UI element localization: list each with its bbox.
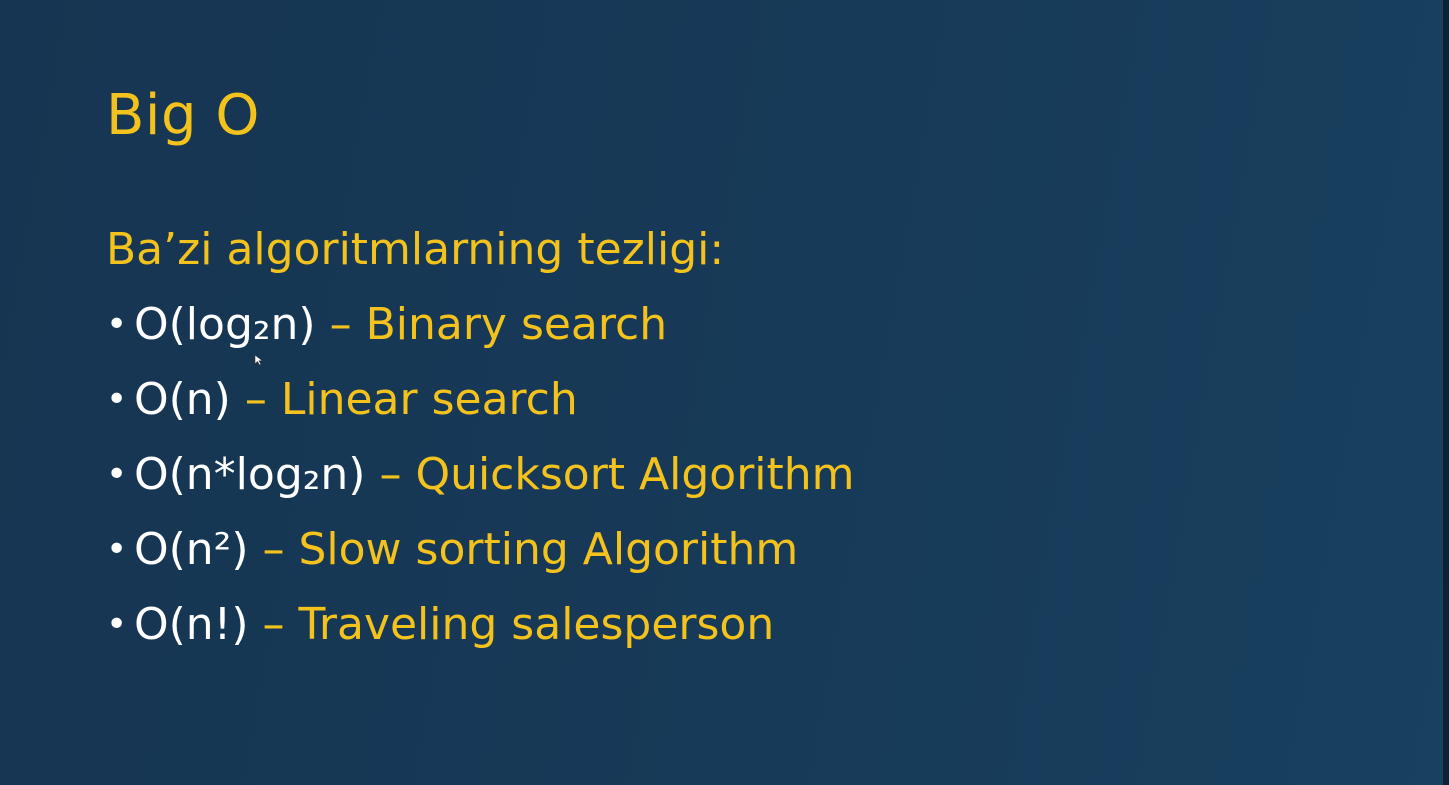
algorithm-name: Linear search — [280, 374, 578, 425]
slide-edge — [1443, 0, 1449, 785]
complexity-label: O(log₂n) — [134, 299, 316, 350]
separator-dash: – — [230, 374, 281, 425]
complexity-label: O(n*log₂n) — [134, 449, 366, 500]
algorithm-name: Traveling salesperson — [298, 599, 775, 650]
bullet-icon: • — [106, 529, 128, 570]
bullet-icon: • — [106, 454, 128, 495]
complexity-label: O(n²) — [134, 524, 249, 575]
algorithm-name: Quicksort Algorithm — [415, 449, 855, 500]
slide-title: Big O — [106, 83, 260, 148]
bullet-icon: • — [106, 304, 128, 345]
list-item-binary-search: • O(log₂n) – Binary search — [106, 293, 855, 368]
algorithm-name: Binary search — [365, 299, 668, 350]
complexity-label: O(n) — [134, 374, 231, 425]
list-item-quicksort: • O(n*log₂n) – Quicksort Algorithm — [106, 443, 855, 518]
algorithm-name: Slow sorting Algorithm — [298, 524, 799, 575]
bullet-icon: • — [106, 604, 128, 645]
slide-subtitle: Ba’zi algoritmlarning tezligi: — [106, 224, 725, 275]
separator-dash: – — [365, 449, 416, 500]
complexity-label: O(n!) — [134, 599, 249, 650]
separator-dash: – — [248, 599, 299, 650]
list-item-traveling-salesperson: • O(n!) – Traveling salesperson — [106, 593, 855, 668]
bullet-icon: • — [106, 379, 128, 420]
list-item-slow-sorting: • O(n²) – Slow sorting Algorithm — [106, 518, 855, 593]
separator-dash: – — [248, 524, 299, 575]
complexity-list: • O(log₂n) – Binary search • O(n) – Linear… — [106, 293, 855, 668]
separator-dash: – — [315, 299, 366, 350]
mouse-cursor-icon — [254, 354, 264, 366]
list-item-linear-search: • O(n) – Linear search — [106, 368, 855, 443]
